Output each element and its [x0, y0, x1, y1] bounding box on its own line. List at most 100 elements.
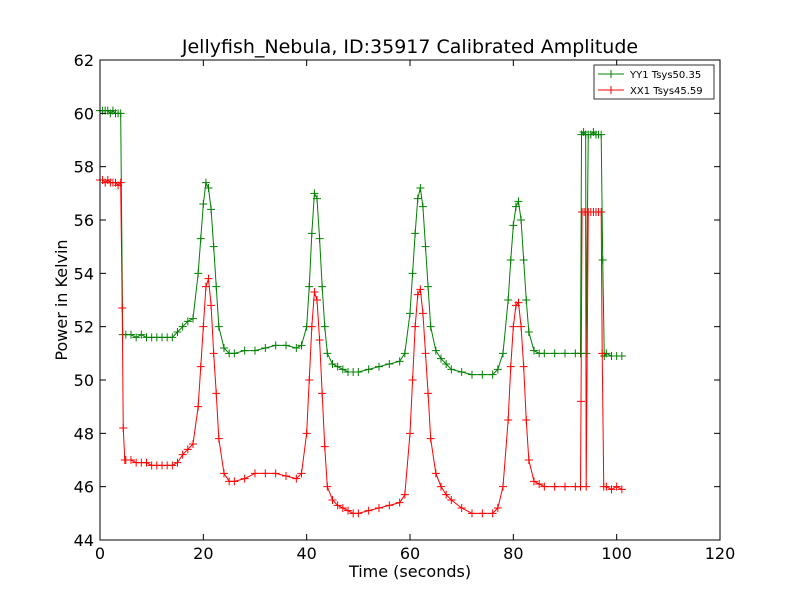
series-1-point-10	[119, 424, 128, 432]
series-1-point-73	[426, 434, 435, 443]
series-0-point-51	[323, 349, 332, 358]
series-0-point-71	[426, 322, 435, 331]
series-1-point-50	[315, 336, 324, 344]
series-1-point-51	[318, 389, 327, 398]
series-1-point-74	[431, 469, 440, 478]
series-0-point-48	[315, 234, 324, 243]
y-tick-label-5: 54	[74, 264, 94, 283]
series-1-point-72	[424, 389, 433, 398]
series-1-point-49	[313, 296, 321, 304]
y-tick-label-4: 52	[74, 318, 94, 337]
series-1-point-38	[240, 474, 249, 483]
x-tick-label-2: 40	[296, 544, 316, 563]
series-1-point-61	[375, 504, 383, 512]
series-0-point-37	[251, 346, 259, 355]
series-0-point-80	[493, 365, 502, 374]
series-0-point-8	[116, 109, 125, 118]
series-0-point-70	[424, 282, 433, 291]
series-0-point-79	[488, 370, 497, 379]
series-1-point-81	[488, 509, 497, 518]
series-1-point-13	[127, 456, 135, 464]
y-tick-label-2: 48	[74, 424, 94, 443]
series-1-point-80	[478, 509, 487, 518]
series-0-point-76	[457, 368, 466, 376]
series-1-point-91	[522, 416, 531, 424]
legend-entry-0: YY1 Tsys50.35	[598, 70, 701, 81]
series-1-point-86	[509, 322, 518, 331]
series-1-point-94	[535, 480, 544, 488]
series-1-point-82	[493, 504, 502, 512]
series-0-point-52	[328, 360, 337, 368]
series-1-point-97	[561, 482, 569, 491]
series-0-point-60	[385, 360, 394, 368]
series-1-point-63	[395, 498, 404, 507]
series-0-point-25	[196, 234, 205, 243]
legend: YY1 Tsys50.35 XX1 Tsys45.59	[593, 64, 715, 100]
series-0-point-90	[524, 328, 533, 336]
series-1-point-60	[364, 506, 373, 515]
series-1-point-77	[447, 496, 456, 504]
series-1-line	[100, 179, 623, 514]
series-0-point-54	[338, 365, 347, 374]
series-0-point-44	[305, 282, 314, 291]
series-0-point-82	[504, 296, 513, 304]
series-0-point-45	[307, 229, 316, 238]
series-0-point-29	[207, 205, 216, 214]
series-1-point-85	[506, 362, 515, 371]
series-1-point-39	[251, 469, 259, 478]
series-1-point-32	[209, 349, 218, 358]
series-1-point-9	[118, 304, 127, 312]
series-1-point-76	[442, 490, 451, 499]
legend-entry-1: XX1 Tsys45.59	[598, 86, 703, 97]
series-1-point-45	[302, 429, 311, 438]
series-1-point-64	[400, 490, 409, 499]
series-0-point-53	[333, 362, 342, 371]
series-1-point-59	[354, 509, 363, 518]
series-0-point-24	[194, 269, 203, 278]
series-0-point-88	[519, 256, 528, 264]
series-1-point-79	[468, 509, 476, 518]
series-0-point-72	[431, 346, 440, 355]
series-0-point-66	[413, 194, 422, 203]
series-1-point-16	[142, 458, 151, 467]
series-0-point-27	[201, 178, 210, 187]
y-tick-label-7: 58	[74, 158, 94, 177]
series-0-point-108	[598, 256, 607, 264]
series-1-point-23	[178, 450, 187, 459]
series-0-point-36	[240, 346, 249, 355]
series-0-point-69	[421, 242, 430, 251]
series-1-point-48	[310, 288, 319, 296]
series-1-point-53	[323, 482, 332, 491]
series-1-point-28	[199, 322, 208, 331]
series-0-point-21	[178, 322, 187, 331]
series-0-point-59	[375, 362, 383, 371]
series-1-point-52	[320, 442, 329, 451]
series-0-point-35	[230, 349, 239, 358]
x-tick-label-3: 60	[400, 544, 420, 563]
x-tick-label-1: 20	[193, 544, 213, 563]
series-0-point-73	[437, 354, 445, 363]
legend-entries: YY1 Tsys50.35 XX1 Tsys45.59	[598, 70, 703, 97]
series-0-point-75	[447, 365, 456, 374]
series-0-point-94	[550, 349, 559, 358]
legend-label-1: XX1 Tsys45.59	[630, 86, 703, 97]
series-0-markers	[96, 106, 626, 379]
series-0-point-84	[509, 221, 518, 230]
series-1-point-8	[116, 178, 125, 187]
legend-marker-1	[607, 86, 615, 94]
series-1-point-110	[597, 208, 606, 216]
series-1-point-35	[220, 469, 228, 478]
series-0-point-20	[173, 328, 182, 336]
x-tick-label-6: 120	[705, 544, 736, 563]
chart-title: Jellyfish_Nebula, ID:35917 Calibrated Am…	[181, 36, 638, 58]
series-1-point-34	[214, 434, 223, 443]
series-1-point-47	[307, 322, 316, 331]
series-1-point-33	[212, 389, 221, 398]
series-0-point-64	[408, 269, 417, 278]
series-1-point-90	[519, 362, 528, 371]
series-1-markers	[96, 176, 626, 518]
series-1-point-26	[194, 402, 203, 411]
series-0-point-23	[189, 314, 197, 323]
series-1-point-27	[196, 362, 205, 371]
series-1-point-62	[385, 501, 394, 510]
